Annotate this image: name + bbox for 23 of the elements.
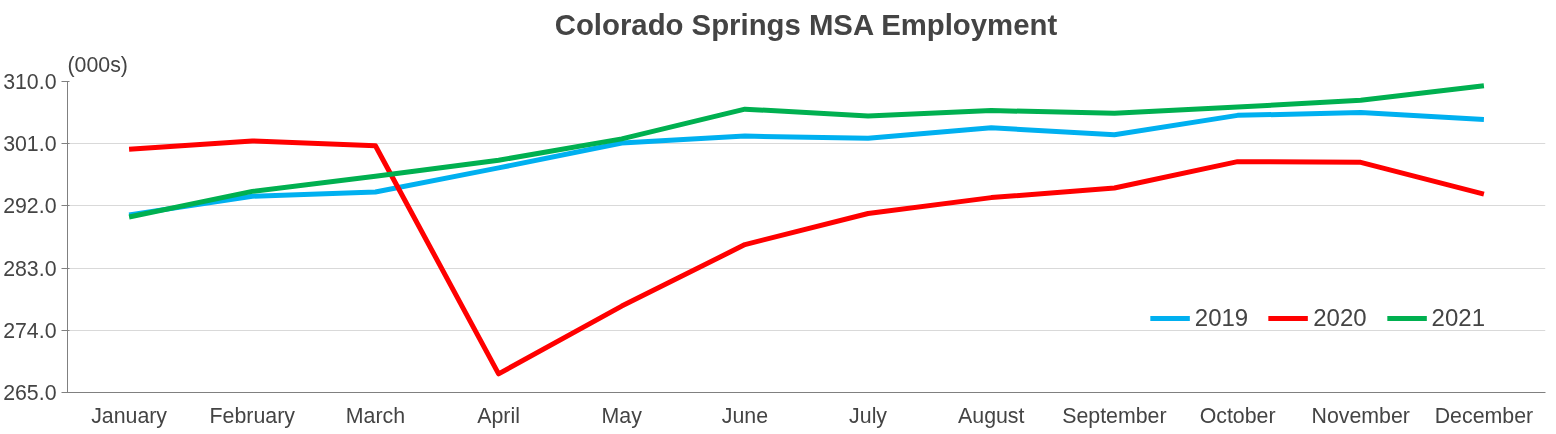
x-tick-label: July bbox=[849, 403, 888, 428]
legend-label: 2019 bbox=[1194, 304, 1249, 332]
legend-label: 2021 bbox=[1431, 304, 1485, 332]
y-tick-label: 265.0 bbox=[3, 381, 57, 405]
x-tick-label: January bbox=[91, 403, 168, 428]
x-tick-label: October bbox=[1199, 403, 1276, 428]
y-tick-label: 292.0 bbox=[3, 194, 57, 219]
y-tick-label: 301.0 bbox=[3, 132, 57, 157]
x-tick-label: August bbox=[958, 403, 1025, 428]
y-tick-label: 283.0 bbox=[3, 256, 57, 281]
x-tick-label: November bbox=[1311, 403, 1410, 428]
y-tick-label: 274.0 bbox=[3, 318, 57, 343]
x-tick-label: June bbox=[721, 403, 769, 428]
chart-title: Colorado Springs MSA Employment bbox=[554, 7, 1058, 41]
x-tick-label: September bbox=[1062, 403, 1167, 428]
x-tick-label: April bbox=[477, 403, 520, 428]
x-tick-label: February bbox=[209, 403, 296, 428]
x-tick-label: December bbox=[1434, 403, 1534, 428]
y-axis-title: (000s) bbox=[67, 52, 128, 77]
x-tick-label: May bbox=[601, 403, 643, 428]
legend-label: 2020 bbox=[1313, 304, 1367, 332]
x-tick-label: March bbox=[345, 403, 406, 428]
y-tick-label: 310.0 bbox=[3, 70, 57, 94]
